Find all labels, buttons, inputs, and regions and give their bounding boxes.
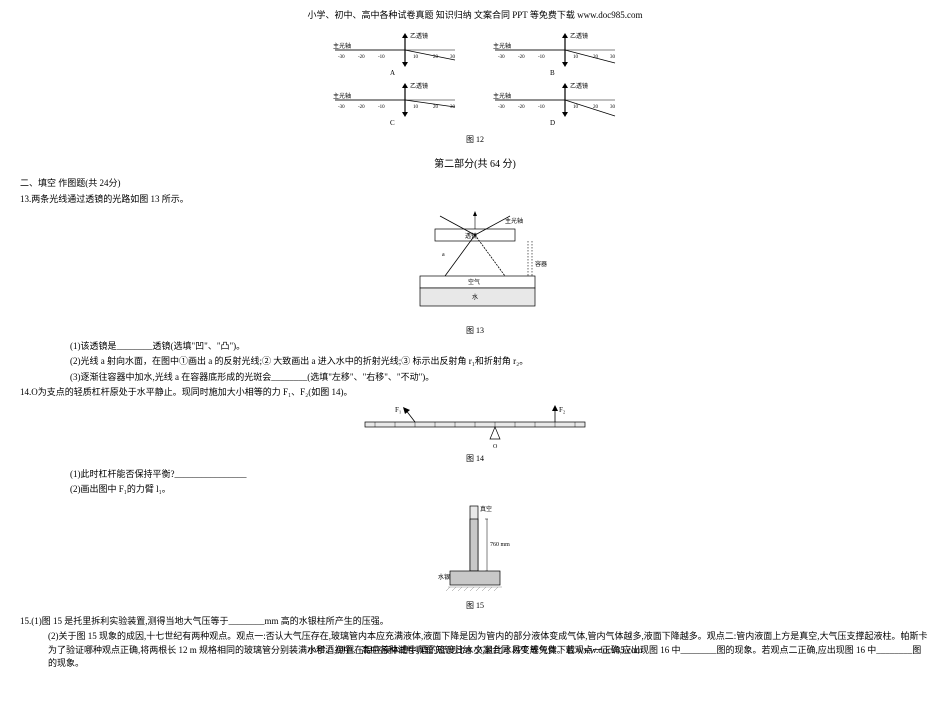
figure-14: O F₁ F₂ 图 14: [20, 404, 930, 464]
svg-text:-30: -30: [338, 55, 345, 60]
svg-text:20: 20: [433, 55, 439, 60]
svg-text:空气: 空气: [468, 278, 480, 286]
svg-text:10: 10: [573, 55, 579, 60]
svg-text:10: 10: [413, 105, 419, 110]
main-content: 主光轴 乙透镜 -30 -20 -10 10 20 30 A 主光轴 乙透镜: [0, 0, 950, 701]
q14-sub2: (2)画出图中 F₁的力臂 l₁。: [20, 483, 930, 497]
svg-text:-20: -20: [358, 105, 365, 110]
svg-text:30: 30: [450, 55, 456, 60]
q14-sub1: (1)此时杠杆能否保持平衡?________________: [20, 468, 930, 482]
fig14-caption: 图 14: [20, 453, 930, 464]
svg-text:-20: -20: [358, 55, 365, 60]
svg-text:30: 30: [610, 105, 616, 110]
svg-text:主光轴: 主光轴: [505, 217, 523, 225]
figure-14-svg: O F₁ F₂: [345, 404, 605, 449]
svg-text:30: 30: [450, 105, 456, 110]
svg-text:-10: -10: [378, 55, 385, 60]
q13-sub1: (1)该透镜是________透镜(选填"凹"、"凸")。: [20, 340, 930, 354]
svg-text:20: 20: [593, 55, 599, 60]
svg-text:容器: 容器: [535, 260, 547, 268]
svg-text:-10: -10: [538, 105, 545, 110]
svg-text:乙透镜: 乙透镜: [570, 82, 588, 90]
page-header: 小学、初中、高中各种试卷真题 知识归纳 文案合同 PPT 等免费下载 www.d…: [0, 8, 950, 21]
svg-text:-30: -30: [498, 55, 505, 60]
svg-text:乙透镜: 乙透镜: [410, 32, 428, 40]
svg-text:O: O: [493, 444, 498, 449]
figure-15: 真空 760 mm 水银 图 15: [20, 501, 930, 611]
svg-text:10: 10: [573, 105, 579, 110]
svg-text:F₁: F₁: [395, 406, 401, 414]
svg-text:10: 10: [413, 55, 419, 60]
q14-text: 14.O为支点的轻质杠杆原处于水平静止。现同时施加大小相等的力 F₁、F₂(如图…: [20, 386, 930, 400]
figure-15-svg: 真空 760 mm 水银: [430, 501, 520, 596]
svg-text:主光轴: 主光轴: [333, 42, 351, 50]
svg-text:-20: -20: [518, 105, 525, 110]
q13-sub3: (3)逐渐往容器中加水,光线 a 在容器底形成的光斑会________(选填"左…: [20, 371, 930, 385]
svg-text:水: 水: [472, 293, 478, 301]
q13-sub2: (2)光线 a 射向水面，在图中①画出 a 的反射光线;② 大致画出 a 进入水…: [20, 355, 930, 369]
svg-text:-30: -30: [498, 105, 505, 110]
svg-text:主光轴: 主光轴: [333, 92, 351, 100]
svg-text:20: 20: [433, 105, 439, 110]
figure-13-svg: 透镜 主光轴 a 容器 空气 水: [390, 211, 560, 321]
svg-text:C: C: [390, 119, 395, 127]
svg-text:B: B: [550, 69, 555, 77]
svg-text:760 mm: 760 mm: [490, 542, 510, 548]
q13-text: 13.两条光线通过透镜的光路如图 13 所示。: [20, 193, 930, 207]
svg-text:水银: 水银: [438, 573, 450, 581]
svg-text:D: D: [550, 119, 555, 127]
svg-text:A: A: [390, 69, 395, 77]
section-2-heading: 二、填空 作图题(共 24分): [20, 176, 930, 189]
section-2-title: 第二部分(共 64 分): [20, 155, 930, 170]
svg-text:-20: -20: [518, 55, 525, 60]
fig13-caption: 图 13: [20, 325, 930, 336]
figure-13: 透镜 主光轴 a 容器 空气 水 图 13: [20, 211, 930, 336]
svg-text:乙透镜: 乙透镜: [410, 82, 428, 90]
svg-text:主光轴: 主光轴: [493, 92, 511, 100]
svg-text:-10: -10: [378, 105, 385, 110]
q15-sub1: 15.(1)图 15 是托里拆利实验装置,测得当地大气压等于________mm…: [20, 615, 930, 629]
svg-text:真空: 真空: [480, 505, 492, 513]
figure-12: 主光轴 乙透镜 -30 -20 -10 10 20 30 A 主光轴 乙透镜: [20, 30, 930, 145]
svg-text:乙透镜: 乙透镜: [570, 32, 588, 40]
svg-text:F₂: F₂: [559, 406, 566, 414]
svg-text:20: 20: [593, 105, 599, 110]
svg-text:-30: -30: [338, 105, 345, 110]
svg-text:-10: -10: [538, 55, 545, 60]
figure-12-svg: 主光轴 乙透镜 -30 -20 -10 10 20 30 A 主光轴 乙透镜: [315, 30, 635, 130]
page-footer: 小学、初中、高中各种试卷真题 知识归纳 文案合同 PPT 等免费下载 www.d…: [0, 643, 950, 656]
fig15-caption: 图 15: [20, 600, 930, 611]
svg-text:a: a: [442, 252, 445, 258]
fig12-caption: 图 12: [20, 134, 930, 145]
svg-text:主光轴: 主光轴: [493, 42, 511, 50]
svg-text:30: 30: [610, 55, 616, 60]
